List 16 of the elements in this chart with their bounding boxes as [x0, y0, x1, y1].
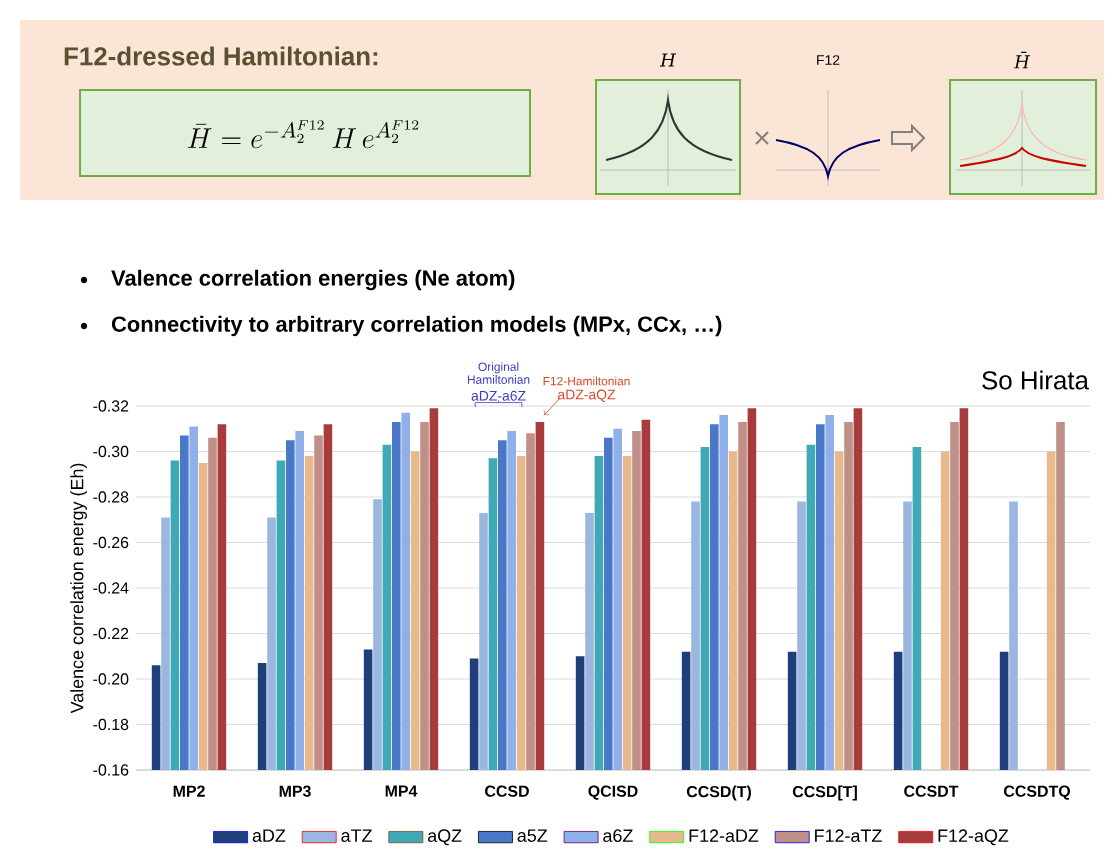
text: H̄ [1013, 51, 1031, 69]
text: Valence correlation energies (Ne atom) [111, 269, 515, 291]
text: H [659, 53, 677, 67]
legend-label: aQZ [427, 829, 462, 846]
y-axis-title: Valence correlation energy (Eh) [70, 463, 87, 714]
text: Connectivity to arbitrary correlation models (MPx, CCx, …) [111, 315, 722, 337]
text: $\bar{H} = e^{-A_2^{F12}}\, H\, e^{A_2^{F12}}$ [188, 120, 419, 149]
legend-label: F12-aDZ [689, 829, 759, 843]
legend-label: F12-aQZ [938, 829, 1009, 846]
legend-label: a6Z [603, 829, 633, 843]
chart-title: F12-dressed Hamiltonian: [64, 46, 378, 66]
legend-label: F12-aTZ [815, 829, 882, 843]
legend-label: aDZ [252, 829, 286, 842]
legend-label: aTZ [341, 829, 372, 842]
text: So Hirata [982, 370, 1089, 390]
legend-label: a5Z [517, 829, 548, 842]
